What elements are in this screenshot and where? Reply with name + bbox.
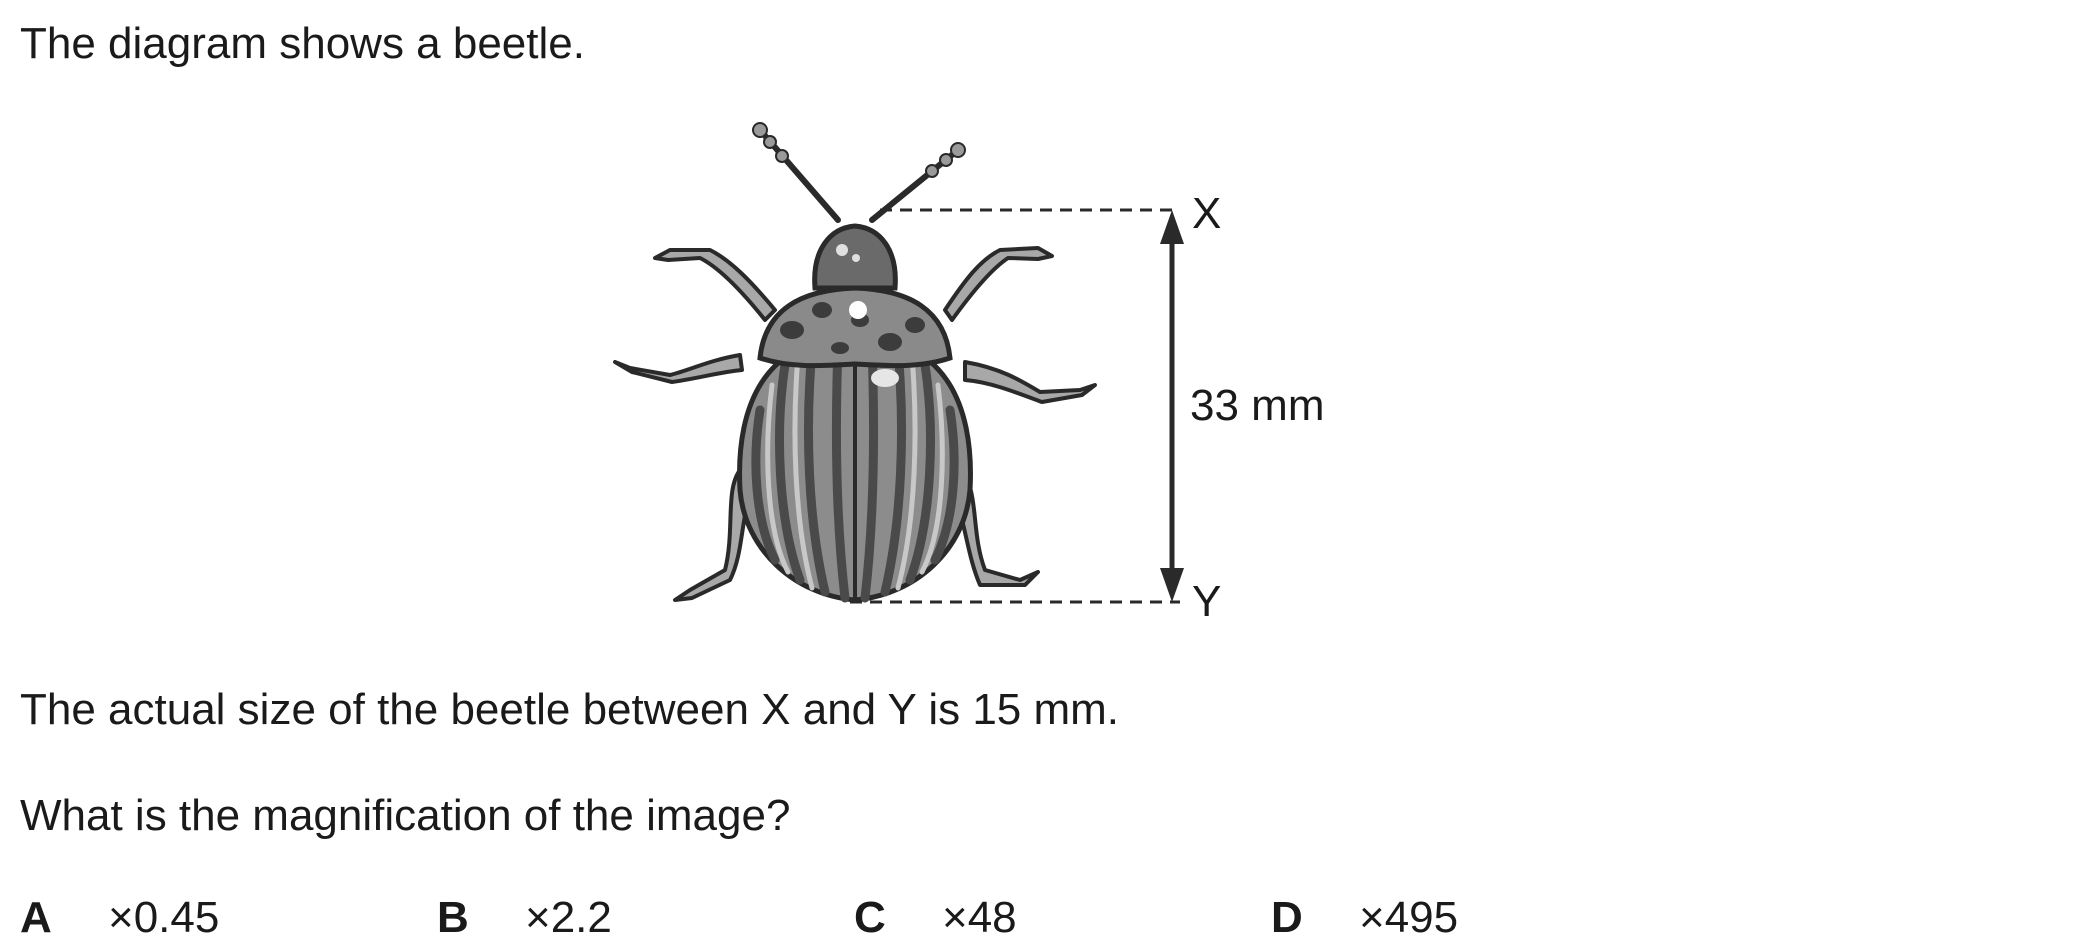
- beetle-diagram: X Y 33 mm: [613, 122, 1324, 626]
- intro-text: The diagram shows a beetle.: [20, 19, 585, 68]
- beetle-leg: [613, 353, 744, 384]
- beetle-pronotum: [757, 285, 953, 369]
- option-letter: D: [1271, 893, 1303, 942]
- label-x: X: [1192, 189, 1221, 238]
- option-d[interactable]: D ×495: [1271, 896, 1458, 940]
- beetle-leg: [653, 248, 777, 322]
- option-value: ×2.2: [525, 893, 612, 942]
- option-b[interactable]: B ×2.2: [437, 896, 612, 940]
- beetle-leg: [963, 360, 1097, 404]
- option-value: ×48: [942, 893, 1017, 942]
- option-letter: C: [854, 893, 886, 942]
- option-value: ×0.45: [108, 893, 220, 942]
- label-y: Y: [1192, 577, 1221, 626]
- option-value: ×495: [1359, 893, 1459, 942]
- arrow-head-down: [1160, 568, 1184, 602]
- beetle-leg: [943, 246, 1054, 322]
- option-letter: B: [437, 893, 469, 942]
- option-c[interactable]: C ×48: [854, 896, 1017, 940]
- actual-size-text: The actual size of the beetle between X …: [20, 685, 1120, 734]
- question-text: What is the magnification of the image?: [20, 791, 791, 840]
- measurement-label: 33 mm: [1190, 381, 1324, 430]
- option-a[interactable]: A ×0.45: [20, 896, 219, 940]
- arrow-head-up: [1160, 210, 1184, 244]
- option-letter: A: [20, 893, 52, 942]
